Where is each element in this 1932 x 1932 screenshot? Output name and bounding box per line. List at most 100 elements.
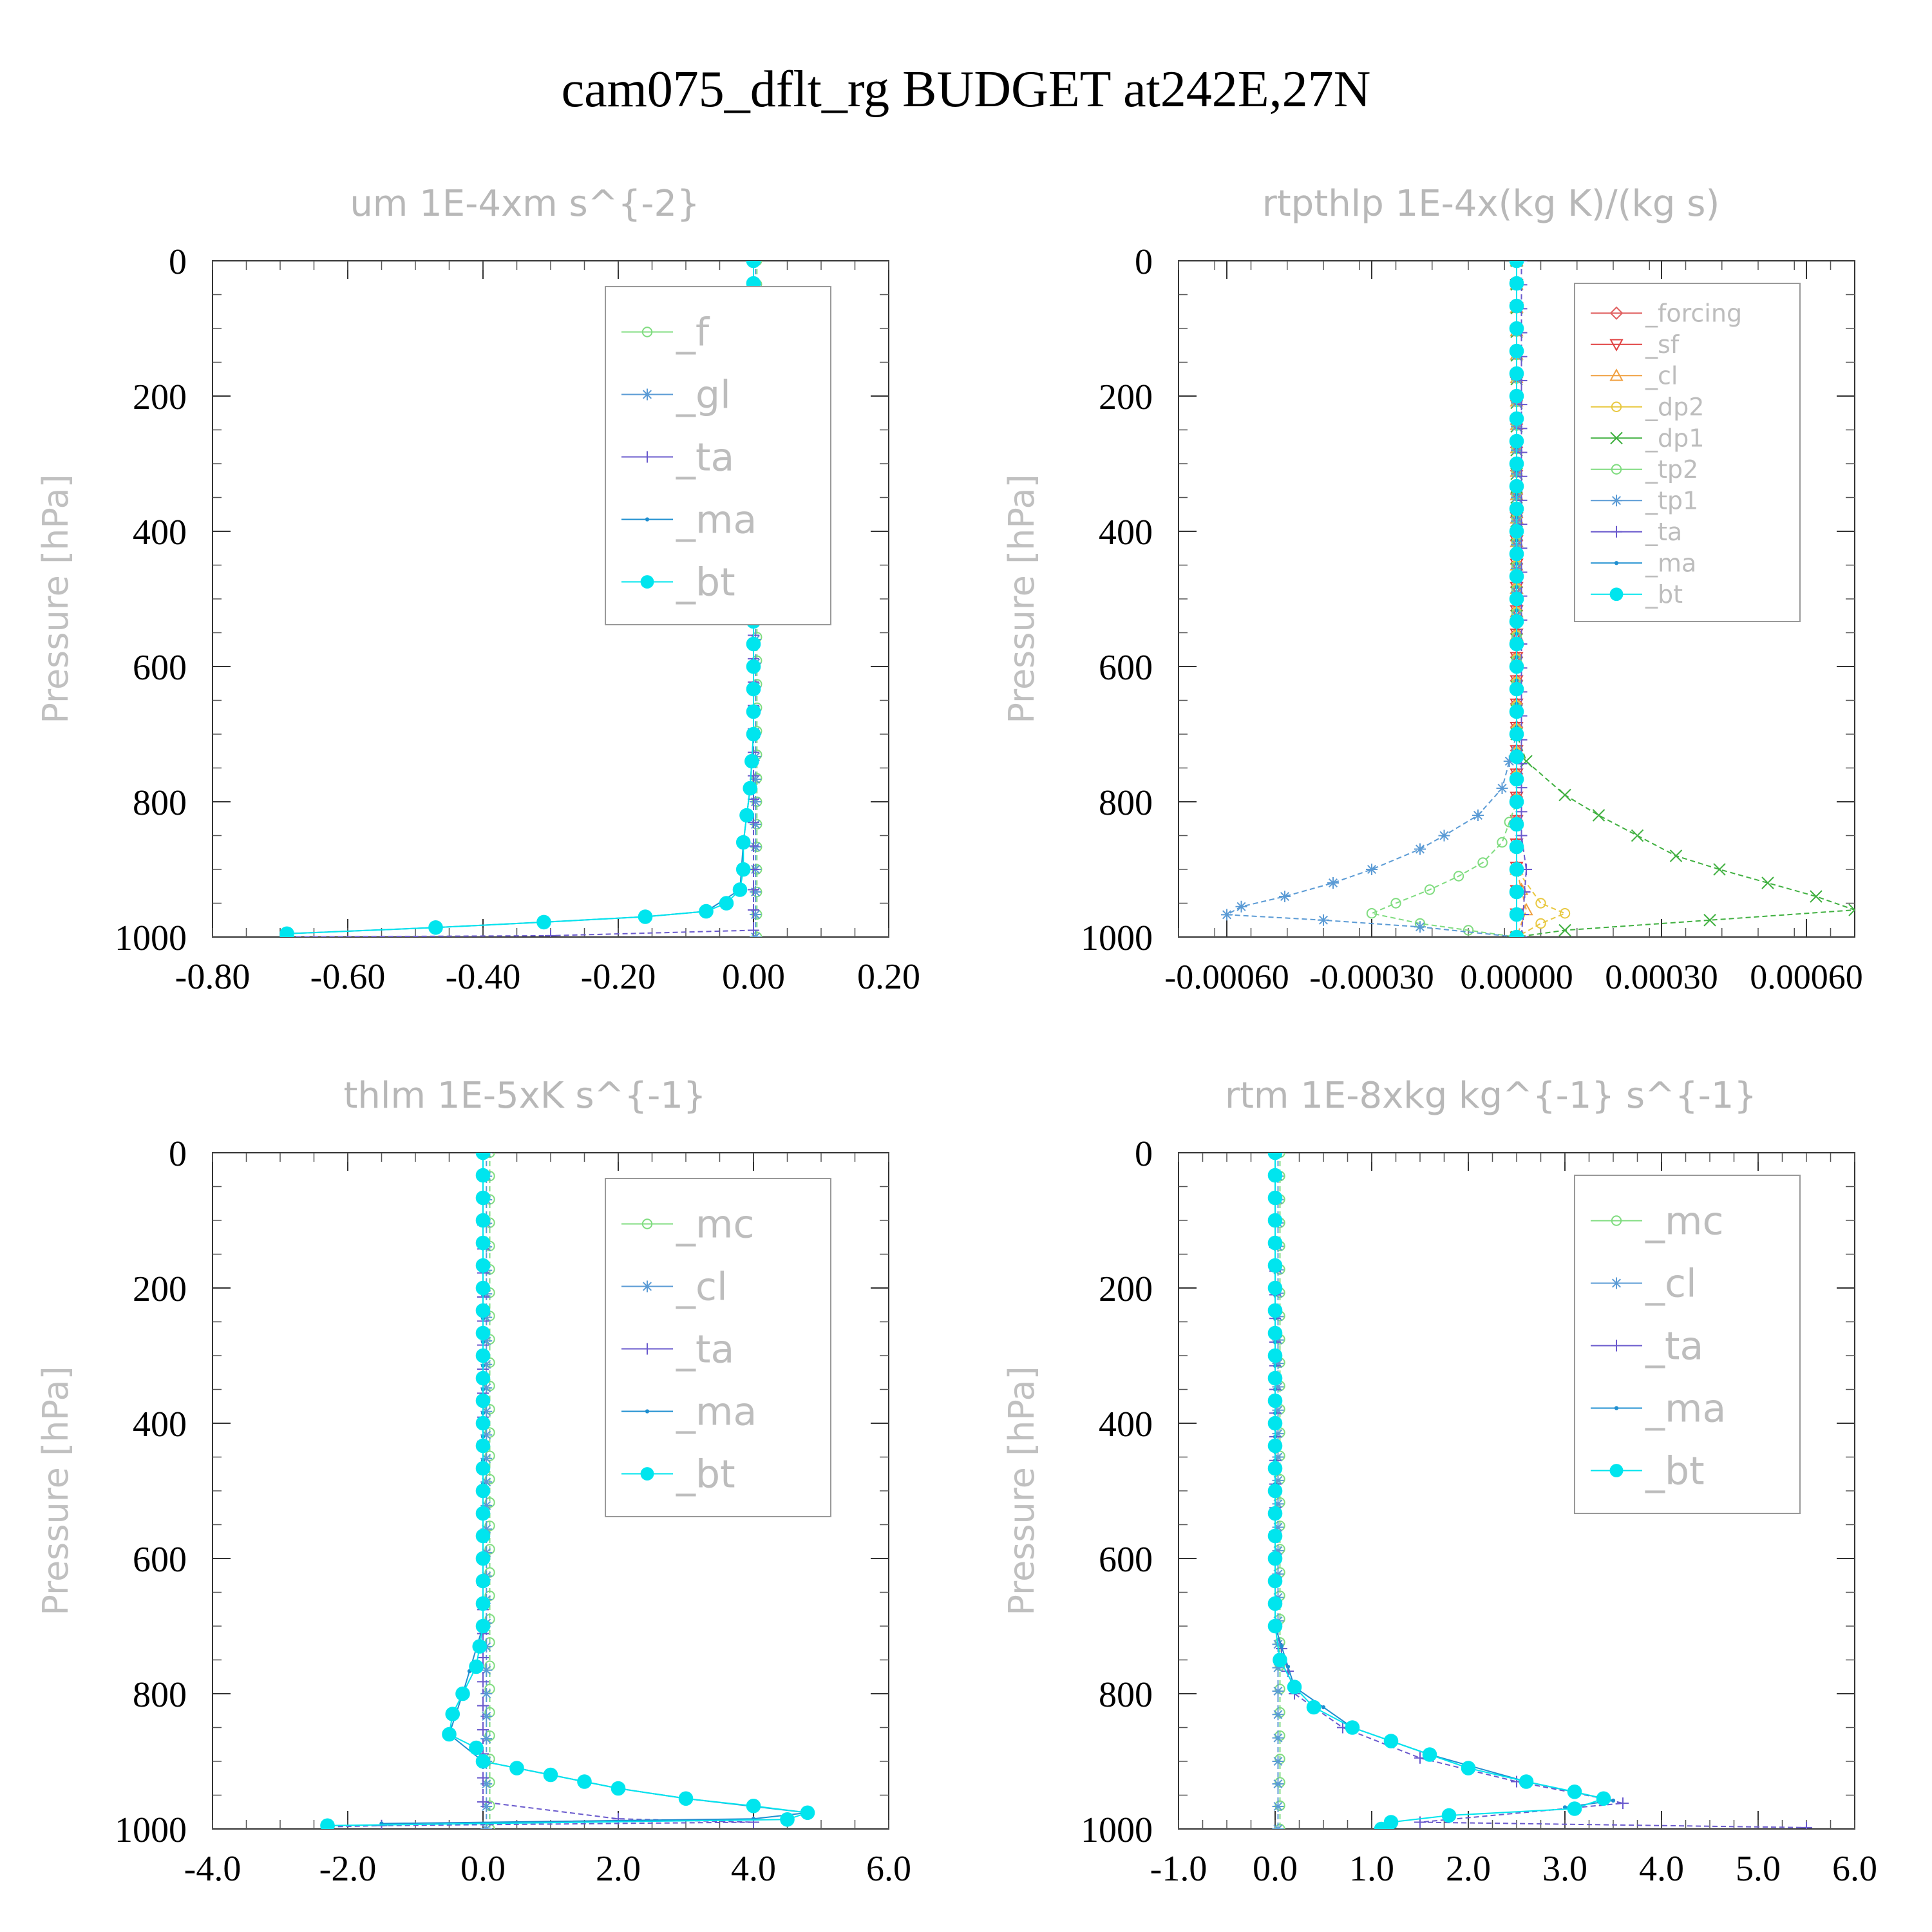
series-marker-dp1 <box>1631 829 1644 842</box>
series-marker-bt <box>1509 817 1524 832</box>
y-tick-label: 1000 <box>1081 918 1153 958</box>
series-marker-bt <box>1267 1153 1283 1160</box>
series-marker-bt <box>475 1190 491 1206</box>
series-marker-cl <box>480 1476 493 1488</box>
series-marker-cl <box>1272 1334 1284 1346</box>
series-marker-bt <box>475 1506 491 1521</box>
series-marker-bt <box>475 1153 491 1160</box>
legend-marker-dp2 <box>1611 401 1622 412</box>
series-marker-bt <box>1383 1734 1399 1748</box>
series-marker-bt <box>1509 366 1524 381</box>
series-marker-mc <box>484 1707 495 1718</box>
panel-title: um 1E-4xm s^{-2} <box>350 183 699 225</box>
series-marker-cl <box>1272 1474 1284 1486</box>
legend-entry: _dp1 <box>1645 424 1704 453</box>
x-tick-label: -0.00030 <box>1309 958 1434 996</box>
series-marker-tp1 <box>1327 877 1339 889</box>
series-marker-bt <box>475 1325 491 1341</box>
series-marker-bt <box>1267 1506 1283 1521</box>
series-marker-tp2 <box>1453 871 1464 882</box>
series-marker-cl <box>480 1499 493 1511</box>
series-marker-bt <box>1509 929 1524 937</box>
x-tick-label: -4.0 <box>184 1849 242 1889</box>
series-marker-bt <box>475 1461 491 1476</box>
series-marker-bt <box>1267 1461 1283 1476</box>
series-marker-tp2 <box>1424 884 1435 895</box>
series-marker-bt <box>1267 1551 1283 1566</box>
series-marker-ta <box>1515 446 1528 459</box>
series-marker-bt <box>735 862 751 877</box>
series-marker-bt <box>743 781 758 796</box>
series-marker-cl <box>1272 1521 1284 1533</box>
y-tick-label: 600 <box>133 648 187 688</box>
series-marker-cl <box>480 1382 493 1394</box>
series-marker-mc <box>484 1520 495 1531</box>
series-marker-bt <box>279 929 294 937</box>
series-marker-bt <box>1267 1573 1283 1589</box>
legend-marker-ta <box>1611 1340 1622 1352</box>
y-tick-label: 200 <box>1099 1269 1153 1309</box>
y-tick-label: 0 <box>169 1134 187 1174</box>
series-marker-bt <box>1509 478 1524 494</box>
x-tick-label: 0.0 <box>460 1849 506 1889</box>
series-marker-cl <box>1272 1451 1284 1463</box>
series-marker-cl <box>1272 1544 1284 1557</box>
series-marker-bt <box>1509 839 1524 855</box>
series-marker-tp2 <box>1497 837 1508 848</box>
series-marker-bt <box>719 896 734 911</box>
series-marker-bt <box>475 1348 491 1363</box>
series-marker-ta <box>748 817 759 829</box>
series-marker-bt <box>1567 1784 1582 1799</box>
series-marker-cl <box>480 1405 493 1417</box>
series-marker-mc <box>484 1404 495 1415</box>
series-marker-bt <box>800 1805 815 1821</box>
series-marker-ta <box>477 1724 489 1736</box>
y-axis-label: Pressure [hPa] <box>1001 474 1042 723</box>
series-marker-bt <box>1461 1761 1476 1776</box>
series-marker-bt <box>1267 1393 1283 1408</box>
series-marker-bt <box>509 1761 524 1776</box>
series-marker-cl <box>1272 1358 1284 1370</box>
x-tick-label: 0.00060 <box>1750 958 1863 996</box>
series-marker-ta <box>1515 829 1528 842</box>
series-marker-bt <box>1441 1808 1457 1823</box>
y-axis-label: Pressure [hPa] <box>1001 1366 1042 1615</box>
series-marker-ta <box>477 1676 489 1688</box>
y-tick-label: 1000 <box>115 1810 187 1850</box>
legend-marker-mc <box>1611 1215 1622 1226</box>
legend-entry: _bt <box>676 1452 735 1497</box>
y-tick-label: 0 <box>1135 1134 1153 1174</box>
series-marker-ta <box>477 1652 489 1663</box>
series-marker-bt <box>1509 524 1524 539</box>
series-marker-tp1 <box>1279 891 1291 902</box>
series-marker-cl <box>480 1801 493 1812</box>
series-marker-bt <box>536 914 551 930</box>
legend-marker-dp1 <box>1610 431 1623 444</box>
series-marker-bt <box>1519 1774 1534 1789</box>
series-marker-bt <box>1509 636 1524 652</box>
legend-entry: _bt <box>1645 1449 1705 1494</box>
series-marker-ma <box>1611 1798 1616 1803</box>
series-marker-bt <box>1509 749 1524 764</box>
series-marker-bt <box>1509 411 1524 426</box>
series-marker-bt <box>320 1818 335 1829</box>
series-marker-bt <box>1509 794 1524 810</box>
x-tick-label: 3.0 <box>1542 1849 1587 1889</box>
series-marker-bt <box>1509 546 1524 562</box>
series-marker-cl <box>480 1778 493 1790</box>
x-tick-label: -1.0 <box>1150 1849 1208 1889</box>
series-marker-ta <box>748 793 759 805</box>
series-marker-bt <box>1509 591 1524 607</box>
series-marker-bt <box>1267 1190 1283 1206</box>
series-marker-dp1 <box>1713 863 1726 876</box>
series-marker-ta <box>545 929 556 937</box>
series-marker-ta <box>1515 470 1528 482</box>
series-marker-ta <box>1515 806 1528 818</box>
series-marker-bt <box>475 1370 491 1386</box>
legend-entry: _dp2 <box>1645 393 1704 421</box>
y-tick-label: 600 <box>1099 1540 1153 1580</box>
series-marker-cl <box>480 1311 493 1323</box>
series-marker-cl <box>480 1688 493 1700</box>
series-marker-gl <box>750 819 762 830</box>
legend-marker-f <box>641 327 653 337</box>
